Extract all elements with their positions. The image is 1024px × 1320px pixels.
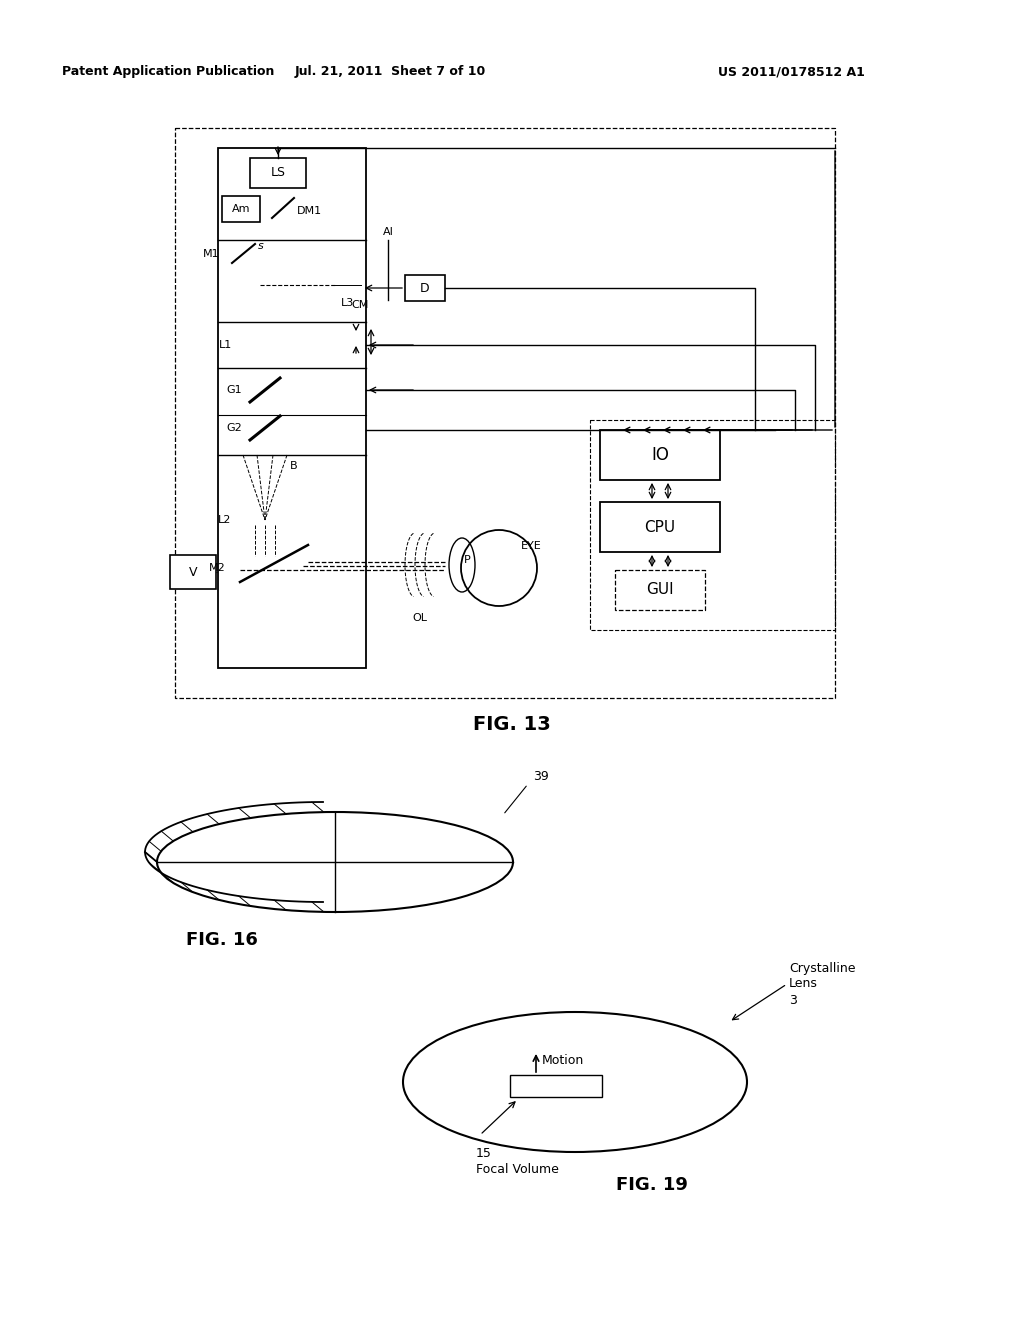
Text: GUI: GUI xyxy=(646,582,674,598)
Bar xyxy=(250,158,306,187)
Text: OL: OL xyxy=(413,612,427,623)
Text: G1: G1 xyxy=(226,385,242,395)
Text: 15: 15 xyxy=(476,1147,492,1160)
Text: M1: M1 xyxy=(203,249,219,259)
Text: DM1: DM1 xyxy=(297,206,323,216)
Text: FIG. 13: FIG. 13 xyxy=(473,714,551,734)
Text: Patent Application Publication: Patent Application Publication xyxy=(62,66,274,78)
Text: L3: L3 xyxy=(341,298,354,308)
Text: CM: CM xyxy=(351,300,369,310)
Text: LS: LS xyxy=(270,166,286,180)
Text: L1: L1 xyxy=(218,341,231,350)
Text: D: D xyxy=(420,281,430,294)
Text: CPU: CPU xyxy=(644,520,676,535)
Text: s: s xyxy=(258,242,264,251)
Bar xyxy=(615,570,705,610)
Bar xyxy=(218,148,366,668)
Text: US 2011/0178512 A1: US 2011/0178512 A1 xyxy=(718,66,865,78)
Text: FIG. 16: FIG. 16 xyxy=(186,931,258,949)
Text: Jul. 21, 2011  Sheet 7 of 10: Jul. 21, 2011 Sheet 7 of 10 xyxy=(294,66,485,78)
Text: 3: 3 xyxy=(790,994,797,1007)
Text: M2: M2 xyxy=(209,564,226,573)
Text: 39: 39 xyxy=(534,771,549,784)
Bar xyxy=(175,128,835,698)
Text: Motion: Motion xyxy=(542,1055,585,1068)
Text: B: B xyxy=(290,461,298,471)
Text: P: P xyxy=(464,554,470,565)
Bar xyxy=(510,1074,602,1097)
Text: Crystalline: Crystalline xyxy=(790,962,855,975)
Bar xyxy=(170,554,216,589)
Bar xyxy=(590,420,835,630)
Bar xyxy=(600,430,720,480)
Bar xyxy=(222,195,260,222)
Text: FIG. 19: FIG. 19 xyxy=(616,1176,688,1195)
Text: G2: G2 xyxy=(226,422,242,433)
Text: V: V xyxy=(188,565,198,578)
Text: Focal Volume: Focal Volume xyxy=(476,1163,559,1176)
Text: AI: AI xyxy=(383,227,393,238)
Bar xyxy=(600,502,720,552)
Bar xyxy=(406,275,445,301)
Text: EYE: EYE xyxy=(521,541,542,550)
Text: Am: Am xyxy=(231,205,250,214)
Text: IO: IO xyxy=(651,446,669,465)
Text: L2: L2 xyxy=(218,515,231,525)
Text: Lens: Lens xyxy=(790,977,818,990)
